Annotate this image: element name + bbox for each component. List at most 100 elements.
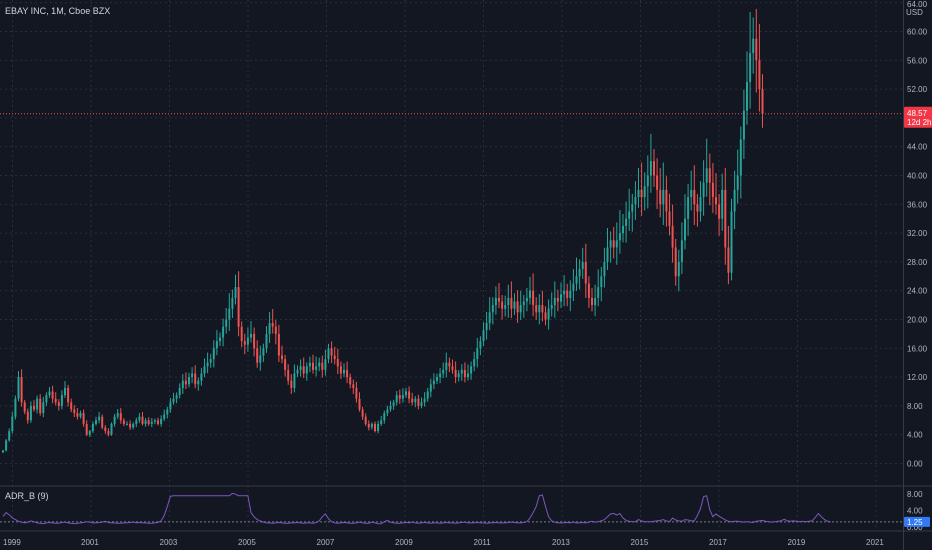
candle[interactable] <box>640 162 643 216</box>
candle[interactable] <box>665 176 668 227</box>
candle-body[interactable] <box>470 366 473 374</box>
candle-body[interactable] <box>429 384 432 392</box>
candle-body[interactable] <box>597 287 600 298</box>
candle-body[interactable] <box>110 423 113 435</box>
candle-body[interactable] <box>436 377 438 381</box>
candle[interactable] <box>262 343 265 362</box>
candle-body[interactable] <box>423 398 426 403</box>
candle[interactable] <box>178 383 181 399</box>
candle[interactable] <box>560 282 562 308</box>
candle[interactable] <box>423 392 426 407</box>
candle-body[interactable] <box>277 333 280 356</box>
candle[interactable] <box>163 409 166 422</box>
candle-body[interactable] <box>501 301 504 309</box>
candle-body[interactable] <box>107 431 110 435</box>
candle[interactable] <box>525 287 528 312</box>
candle[interactable] <box>538 294 541 325</box>
candle-body[interactable] <box>473 359 476 367</box>
candle-body[interactable] <box>426 391 429 399</box>
adr-layer[interactable] <box>0 492 903 525</box>
candle[interactable] <box>711 163 714 214</box>
candle[interactable] <box>724 168 727 265</box>
candle-body[interactable] <box>138 416 141 421</box>
candle-body[interactable] <box>718 204 721 219</box>
candle-body[interactable] <box>408 391 411 399</box>
candle[interactable] <box>361 406 364 420</box>
candle[interactable] <box>135 417 138 428</box>
candle-body[interactable] <box>222 326 225 338</box>
candle[interactable] <box>119 408 122 424</box>
candle[interactable] <box>36 395 39 414</box>
candle-body[interactable] <box>383 413 386 421</box>
candle[interactable] <box>122 418 125 427</box>
candle[interactable] <box>370 422 373 430</box>
candle-body[interactable] <box>547 308 550 320</box>
candle[interactable] <box>250 320 252 343</box>
candle-body[interactable] <box>742 110 745 140</box>
candle[interactable] <box>715 173 717 215</box>
candle-body[interactable] <box>702 182 705 198</box>
candle-body[interactable] <box>175 395 178 399</box>
candle[interactable] <box>284 354 287 377</box>
candle-body[interactable] <box>129 423 132 428</box>
candle-body[interactable] <box>212 348 215 360</box>
candle[interactable] <box>736 149 739 204</box>
candle[interactable] <box>98 412 101 424</box>
candle[interactable] <box>457 369 460 382</box>
candle-body[interactable] <box>256 348 259 363</box>
candle[interactable] <box>20 369 23 407</box>
candle-body[interactable] <box>398 395 401 399</box>
candle-body[interactable] <box>150 421 153 424</box>
candle[interactable] <box>473 351 476 372</box>
candle[interactable] <box>265 326 268 353</box>
candle-body[interactable] <box>163 414 166 419</box>
candle-body[interactable] <box>498 297 500 302</box>
candle[interactable] <box>739 126 742 199</box>
candle[interactable] <box>358 392 361 412</box>
candle[interactable] <box>85 420 88 437</box>
candle[interactable] <box>88 429 91 438</box>
candle-body[interactable] <box>330 348 333 356</box>
candle[interactable] <box>581 247 584 279</box>
candle-body[interactable] <box>507 297 510 306</box>
candle[interactable] <box>293 364 296 393</box>
candle-body[interactable] <box>339 366 342 374</box>
candle[interactable] <box>513 293 516 315</box>
candle-body[interactable] <box>166 409 169 415</box>
candle-body[interactable] <box>327 348 330 360</box>
candle-body[interactable] <box>513 301 516 309</box>
candle-body[interactable] <box>39 398 42 414</box>
candle[interactable] <box>622 214 624 243</box>
candle[interactable] <box>429 378 432 398</box>
candle-body[interactable] <box>302 366 305 374</box>
candle[interactable] <box>386 405 389 417</box>
candle-body[interactable] <box>5 440 8 451</box>
candle[interactable] <box>352 379 355 394</box>
candle[interactable] <box>439 368 442 384</box>
candle[interactable] <box>70 398 73 413</box>
candle[interactable] <box>132 422 135 430</box>
candle[interactable] <box>129 420 132 431</box>
candle[interactable] <box>126 421 128 426</box>
candle-body[interactable] <box>708 168 711 183</box>
candle-body[interactable] <box>386 409 389 414</box>
candle[interactable] <box>150 417 153 428</box>
candle-body[interactable] <box>556 297 559 302</box>
candle[interactable] <box>643 172 646 211</box>
candle[interactable] <box>541 290 544 322</box>
candle[interactable] <box>194 365 197 389</box>
candle-body[interactable] <box>126 423 128 425</box>
candle[interactable] <box>17 371 20 402</box>
candle[interactable] <box>566 283 569 307</box>
candle-body[interactable] <box>631 204 634 212</box>
candle[interactable] <box>184 372 187 390</box>
candle-body[interactable] <box>659 189 662 205</box>
candle[interactable] <box>5 439 8 452</box>
candle-body[interactable] <box>699 197 702 212</box>
candle-body[interactable] <box>101 416 104 428</box>
candle-body[interactable] <box>584 261 587 284</box>
candle[interactable] <box>591 287 593 312</box>
candle[interactable] <box>547 299 550 330</box>
candle-body[interactable] <box>733 189 736 212</box>
